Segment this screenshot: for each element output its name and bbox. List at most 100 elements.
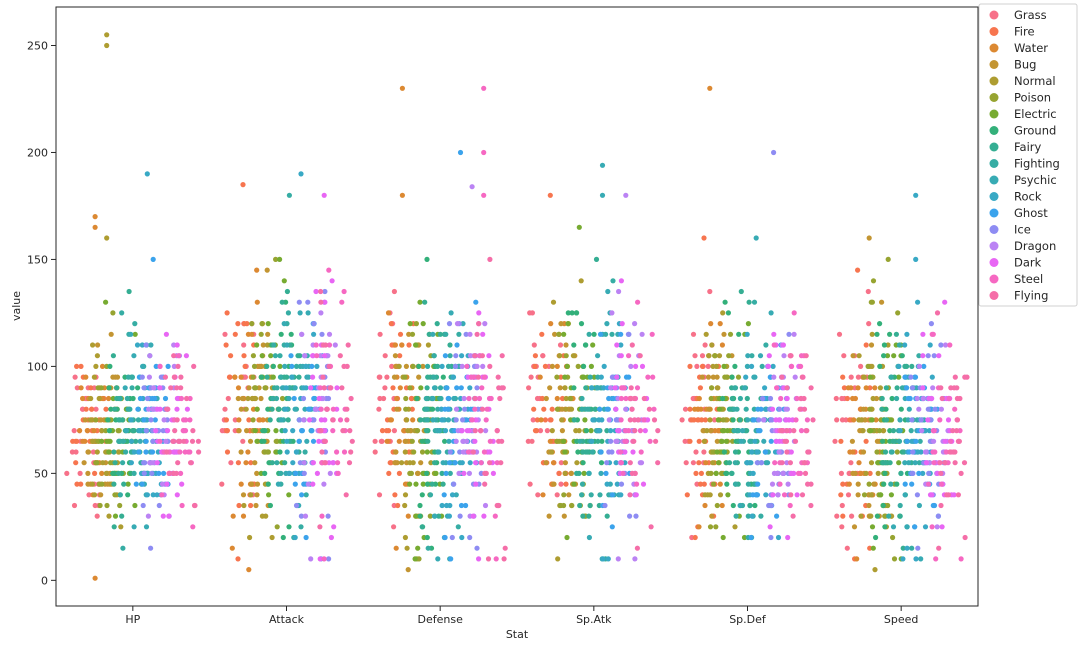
data-point — [178, 470, 184, 476]
data-point — [256, 363, 262, 369]
data-point — [934, 310, 941, 316]
data-point — [904, 524, 910, 530]
data-point — [702, 417, 709, 423]
data-point — [258, 374, 264, 380]
data-point — [480, 363, 486, 369]
data-point — [419, 492, 425, 498]
data-point — [563, 342, 569, 348]
data-point — [595, 438, 601, 444]
data-point — [195, 438, 201, 444]
data-point — [424, 417, 430, 423]
data-point — [606, 417, 612, 423]
data-point — [534, 395, 541, 402]
data-point — [614, 342, 620, 348]
data-point — [424, 534, 430, 541]
data-point — [763, 406, 769, 412]
data-point — [188, 460, 194, 466]
data-point — [479, 385, 485, 391]
data-point — [740, 428, 746, 434]
data-point — [854, 556, 860, 562]
data-point — [719, 342, 726, 348]
data-point — [459, 428, 465, 434]
data-point — [938, 385, 944, 391]
data-point — [94, 353, 100, 359]
data-point — [111, 481, 117, 487]
data-point — [887, 331, 893, 337]
data-point — [275, 406, 282, 412]
data-point — [598, 470, 604, 476]
data-point — [112, 460, 118, 466]
data-point — [348, 395, 354, 402]
data-point — [930, 449, 936, 455]
data-point — [916, 502, 923, 509]
data-point — [158, 374, 164, 380]
data-point — [909, 385, 916, 391]
data-point — [456, 331, 462, 337]
data-point — [745, 353, 751, 359]
data-point — [726, 353, 732, 359]
legend-marker — [989, 208, 999, 218]
data-point — [162, 374, 168, 380]
data-point — [548, 417, 554, 423]
data-point — [729, 374, 735, 380]
data-point — [116, 417, 122, 423]
data-point — [302, 449, 308, 455]
data-point — [565, 321, 571, 327]
data-point — [724, 374, 730, 380]
data-point — [447, 342, 453, 348]
data-point — [744, 395, 750, 402]
data-point — [131, 470, 137, 476]
data-point — [372, 438, 378, 444]
data-point — [808, 481, 814, 487]
data-point — [77, 470, 83, 476]
data-point — [930, 502, 936, 509]
data-point — [134, 342, 141, 348]
data-point — [730, 502, 736, 509]
data-point — [417, 502, 423, 509]
data-point — [580, 513, 586, 519]
data-point — [542, 363, 549, 369]
data-point — [463, 417, 470, 423]
data-point — [909, 470, 915, 476]
data-point — [577, 502, 583, 509]
data-point — [292, 481, 298, 487]
data-point — [609, 331, 615, 337]
legend-label: Ice — [1014, 223, 1031, 237]
data-point — [104, 502, 110, 509]
data-point — [696, 460, 702, 466]
data-point — [340, 428, 346, 434]
data-point — [132, 321, 138, 327]
data-point — [549, 406, 555, 412]
data-point — [896, 363, 902, 369]
data-point — [619, 321, 625, 327]
data-point — [482, 321, 488, 327]
data-point — [96, 395, 102, 402]
data-point — [407, 321, 413, 327]
data-point — [252, 385, 258, 391]
data-point — [449, 534, 455, 541]
data-point — [284, 288, 290, 295]
data-point — [143, 449, 149, 455]
data-point — [327, 470, 333, 476]
data-point — [868, 342, 875, 348]
data-point — [863, 342, 869, 348]
data-point — [717, 321, 723, 327]
data-point — [904, 331, 910, 337]
data-point — [755, 481, 761, 487]
data-point — [174, 417, 180, 423]
data-point — [328, 534, 334, 541]
data-point — [888, 374, 894, 380]
data-point — [163, 438, 169, 444]
data-point — [937, 417, 943, 423]
data-point — [883, 406, 889, 412]
data-point — [460, 417, 466, 423]
data-point — [277, 256, 283, 262]
data-point — [446, 513, 452, 519]
data-point — [285, 310, 291, 316]
data-point — [463, 331, 469, 337]
outlier-point — [913, 192, 919, 198]
data-point — [92, 492, 98, 498]
data-point — [410, 363, 416, 369]
data-point — [384, 428, 390, 434]
data-point — [266, 492, 272, 498]
